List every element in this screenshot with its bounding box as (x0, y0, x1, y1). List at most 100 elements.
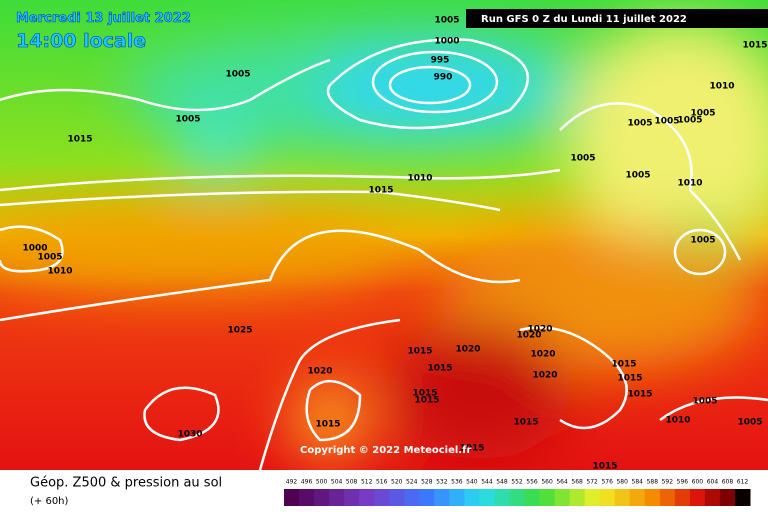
isobar-label: 990 (434, 73, 453, 83)
isobar-label: 1010 (407, 174, 432, 184)
isobar-label: 1015 (315, 420, 340, 430)
scale-label: 548 (496, 479, 508, 486)
scale-label: 520 (391, 479, 403, 486)
legend-title: Géop. Z500 & pression au sol (30, 476, 222, 491)
scale-swatch (479, 489, 495, 506)
isobar-label: 1015 (513, 418, 538, 428)
isobar-label: 1015 (627, 390, 652, 400)
isobar-label: 1015 (67, 135, 92, 145)
isobar-label: 1020 (307, 367, 332, 377)
weather-map: 1005100099599010051005101510101015100010… (0, 0, 768, 470)
scale-swatch (614, 489, 631, 506)
isobar-label: 1020 (455, 345, 480, 355)
copyright: Copyright © 2022 Meteociel.fr (300, 445, 471, 456)
scale-label: 584 (632, 479, 644, 486)
isobar-label: 1005 (654, 117, 679, 127)
isobar-label: 1015 (407, 347, 432, 357)
isobar-label: 1010 (47, 267, 72, 277)
isobar-label: 1020 (530, 350, 555, 360)
scale-swatch (299, 489, 315, 506)
scale-label: 608 (722, 479, 734, 486)
scale-swatch (344, 489, 360, 506)
isobar-label: 1015 (611, 360, 636, 370)
scale-label: 536 (451, 479, 463, 486)
run-box (466, 9, 768, 28)
scale-swatch (374, 489, 390, 506)
scale-swatch (284, 489, 300, 506)
scale-label: 516 (376, 479, 388, 486)
color-scale: 492 496 500 504 508 512 516 520 524 528 532 536 540 5… (284, 479, 751, 506)
scale-swatch (659, 489, 676, 506)
isobars (0, 38, 768, 470)
isobar-label: 1020 (532, 371, 557, 381)
scale-label: 604 (707, 479, 719, 486)
isobar-label: 1005 (434, 16, 459, 26)
isobar-label: 1005 (37, 253, 62, 263)
scale-swatch (464, 489, 480, 506)
isobar-label: 1015 (427, 364, 452, 374)
scale-label: 552 (511, 479, 523, 486)
scale-swatch (629, 489, 646, 506)
scale-swatch (689, 489, 706, 506)
scale-swatch (404, 489, 420, 506)
scale-swatch (389, 489, 405, 506)
scale-swatch (704, 489, 721, 506)
scale-swatch (524, 489, 541, 506)
isobar-label: 1010 (665, 416, 690, 426)
scale-swatch (509, 489, 526, 506)
isobar-label: 1005 (690, 109, 715, 119)
field-shading (0, 20, 768, 460)
scale-label: 556 (526, 479, 538, 486)
legend-subtitle: (+ 60h) (30, 496, 69, 507)
scale-label: 492 (286, 479, 298, 486)
isobar-label: 1030 (177, 430, 202, 440)
scale-swatch (449, 489, 465, 506)
scale-swatch (584, 489, 601, 506)
isobar-label: 1000 (22, 244, 47, 254)
isobar-label: 1015 (617, 374, 642, 384)
scale-label: 600 (692, 479, 704, 486)
scale-swatch (554, 489, 571, 506)
scale-label: 528 (421, 479, 433, 486)
scale-swatch (314, 489, 330, 506)
isobar-label: 1015 (414, 396, 439, 406)
scale-label: 572 (586, 479, 598, 486)
legend: Géop. Z500 & pression au sol (+ 60h) 492… (30, 476, 751, 507)
scale-label: 496 (301, 479, 313, 486)
isobar-label: 1005 (225, 70, 250, 80)
isobar-label: 1015 (592, 462, 617, 471)
isobar-label: 1020 (527, 325, 552, 335)
isobar-label: 1005 (627, 119, 652, 129)
scale-swatch (719, 489, 736, 506)
isobar-label: 1005 (625, 171, 650, 181)
scale-swatch (419, 489, 435, 506)
scale-label: 576 (601, 479, 613, 486)
scale-swatch (494, 489, 510, 506)
isobar-label: 1005 (692, 397, 717, 407)
isobar-label: 1010 (677, 179, 702, 189)
scale-swatch (569, 489, 586, 506)
isobar-label: 1005 (677, 116, 702, 126)
scale-swatch (599, 489, 616, 506)
isobar-labels: 1005100099599010051005101510101015100010… (22, 16, 767, 471)
isobar-label: 1015 (742, 41, 767, 51)
isobar-label: 1015 (368, 186, 393, 196)
scale-swatch (644, 489, 661, 506)
isobar-label: 1005 (175, 115, 200, 125)
scale-swatch (329, 489, 345, 506)
scale-swatch (734, 489, 751, 506)
scale-swatch (434, 489, 450, 506)
scale-label: 504 (331, 479, 343, 486)
isobar-label: 1010 (709, 82, 734, 92)
isobar-label: 995 (431, 56, 450, 66)
scale-label: 564 (556, 479, 568, 486)
run-label: Run GFS 0 Z du Lundi 11 juillet 2022 (481, 14, 687, 25)
scale-label: 512 (361, 479, 373, 486)
scale-label: 524 (406, 479, 418, 486)
scale-label: 560 (541, 479, 553, 486)
scale-swatch (539, 489, 556, 506)
scale-label: 508 (346, 479, 358, 486)
scale-label: 596 (677, 479, 689, 486)
scale-label: 532 (436, 479, 448, 486)
